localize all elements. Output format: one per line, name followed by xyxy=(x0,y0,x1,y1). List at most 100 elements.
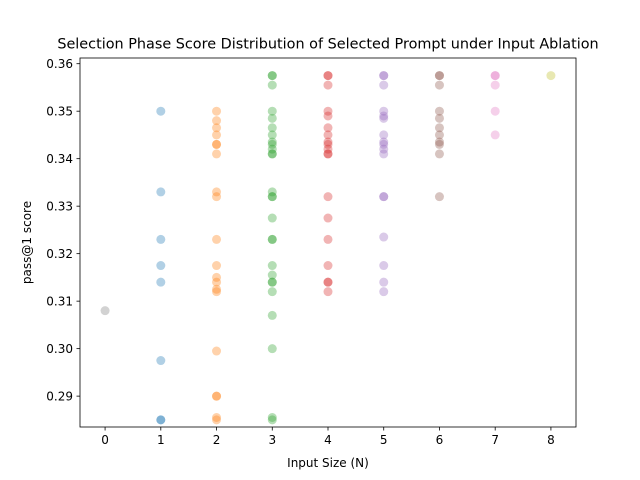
data-point xyxy=(379,149,389,159)
data-point xyxy=(212,149,222,159)
data-point xyxy=(156,234,166,244)
x-tick-label: 2 xyxy=(213,433,221,447)
data-point xyxy=(267,130,277,140)
y-tick-label: 0.30 xyxy=(46,342,73,356)
data-point xyxy=(212,272,222,282)
data-point xyxy=(212,413,222,423)
data-point xyxy=(323,80,333,90)
x-tick-label: 4 xyxy=(324,433,332,447)
data-point xyxy=(212,123,222,133)
data-point xyxy=(212,187,222,197)
data-point xyxy=(379,232,389,242)
data-point xyxy=(156,187,166,197)
data-point xyxy=(379,261,389,271)
data-point xyxy=(379,111,389,121)
data-point xyxy=(156,261,166,271)
data-point xyxy=(267,277,277,287)
data-point xyxy=(323,144,333,154)
y-tick-label: 0.32 xyxy=(46,247,73,261)
data-point xyxy=(379,277,389,287)
data-point xyxy=(490,71,500,81)
data-point xyxy=(323,149,333,159)
data-point xyxy=(434,71,444,81)
data-point xyxy=(379,192,389,202)
data-point xyxy=(323,261,333,271)
data-point xyxy=(379,130,389,140)
data-point xyxy=(267,234,277,244)
data-point xyxy=(434,149,444,159)
data-point xyxy=(490,106,500,116)
data-point xyxy=(267,113,277,123)
data-point xyxy=(323,213,333,223)
y-tick-label: 0.33 xyxy=(46,199,73,213)
chart-title: Selection Phase Score Distribution of Se… xyxy=(57,37,598,53)
data-point xyxy=(379,71,389,81)
data-point xyxy=(267,310,277,320)
data-point xyxy=(546,71,556,81)
data-point xyxy=(323,149,333,159)
x-tick-label: 7 xyxy=(491,433,499,447)
data-point xyxy=(267,123,277,133)
data-point xyxy=(156,106,166,116)
data-point xyxy=(379,137,389,147)
data-point xyxy=(212,277,222,287)
data-point xyxy=(212,130,222,140)
data-point xyxy=(267,192,277,202)
data-point xyxy=(267,71,277,81)
data-point xyxy=(323,277,333,287)
x-tick-label: 8 xyxy=(547,433,555,447)
data-point xyxy=(323,130,333,140)
data-point xyxy=(434,80,444,90)
x-axis: 0 1 2 3 4 5 6 7 8 xyxy=(101,427,555,447)
data-point xyxy=(212,139,222,149)
y-tick-label: 0.31 xyxy=(46,294,73,308)
data-point xyxy=(267,149,277,159)
data-point xyxy=(212,346,222,356)
data-point xyxy=(267,213,277,223)
data-point xyxy=(267,287,277,297)
data-point xyxy=(212,192,222,202)
data-point xyxy=(267,261,277,271)
data-point xyxy=(156,415,166,425)
data-point xyxy=(323,71,333,81)
data-point xyxy=(379,192,389,202)
data-point xyxy=(379,106,389,116)
data-point xyxy=(267,149,277,159)
x-axis-label: Input Size (N) xyxy=(287,456,369,470)
data-point xyxy=(490,71,500,81)
data-point xyxy=(156,415,166,425)
data-point xyxy=(379,139,389,149)
data-point xyxy=(267,137,277,147)
data-point xyxy=(267,71,277,81)
data-point xyxy=(379,71,389,81)
data-point xyxy=(434,106,444,116)
points-layer xyxy=(100,71,556,425)
data-point xyxy=(323,192,333,202)
data-point xyxy=(212,391,222,401)
data-point xyxy=(156,277,166,287)
data-point xyxy=(379,113,389,123)
data-point xyxy=(100,306,110,316)
x-tick-label: 0 xyxy=(101,433,109,447)
data-point xyxy=(323,123,333,133)
data-point xyxy=(267,415,277,425)
data-point xyxy=(379,287,389,297)
data-point xyxy=(212,261,222,271)
data-point xyxy=(434,137,444,147)
data-point xyxy=(323,139,333,149)
x-tick-label: 5 xyxy=(380,433,388,447)
data-point xyxy=(379,144,389,154)
data-point xyxy=(212,284,222,294)
data-point xyxy=(267,270,277,280)
data-point xyxy=(267,413,277,423)
data-point xyxy=(212,139,222,149)
y-tick-label: 0.29 xyxy=(46,389,73,403)
data-point xyxy=(212,106,222,116)
y-tick-label: 0.35 xyxy=(46,104,73,118)
y-axis-label: pass@1 score xyxy=(20,201,34,284)
data-point xyxy=(434,123,444,133)
x-tick-label: 6 xyxy=(436,433,444,447)
y-tick-label: 0.36 xyxy=(46,57,73,71)
data-point xyxy=(267,144,277,154)
